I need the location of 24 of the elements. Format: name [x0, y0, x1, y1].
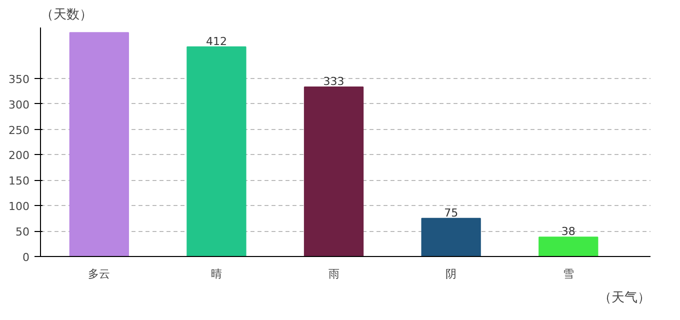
data-label: 38 — [561, 225, 576, 238]
x-tick-label: 雨 — [328, 268, 340, 280]
bar — [421, 218, 481, 256]
data-label: 333 — [323, 75, 344, 88]
x-tick-label: 晴 — [210, 268, 222, 280]
x-tick-label: 阴 — [446, 268, 457, 280]
x-axis-title: （天气） — [598, 290, 650, 306]
data-label: 412 — [206, 34, 227, 48]
y-tick-label: 350 — [8, 72, 30, 86]
bar — [186, 46, 246, 256]
y-tick-label: 0 — [22, 251, 30, 264]
y-tick-label: 300 — [8, 98, 30, 112]
y-tick-label: 100 — [8, 200, 30, 214]
data-label: 75 — [444, 206, 458, 220]
x-tick-label: 多云 — [88, 268, 110, 280]
y-axis-title: （天数） — [40, 8, 92, 22]
y-tick-label: 50 — [16, 226, 30, 239]
y-tick-label: 150 — [8, 174, 30, 188]
bar — [69, 32, 129, 256]
bar — [304, 86, 364, 256]
x-tick-label: 雪 — [562, 268, 574, 280]
y-tick-label: 250 — [8, 124, 30, 137]
y-tick-label: 200 — [8, 149, 30, 162]
bar — [538, 236, 598, 256]
